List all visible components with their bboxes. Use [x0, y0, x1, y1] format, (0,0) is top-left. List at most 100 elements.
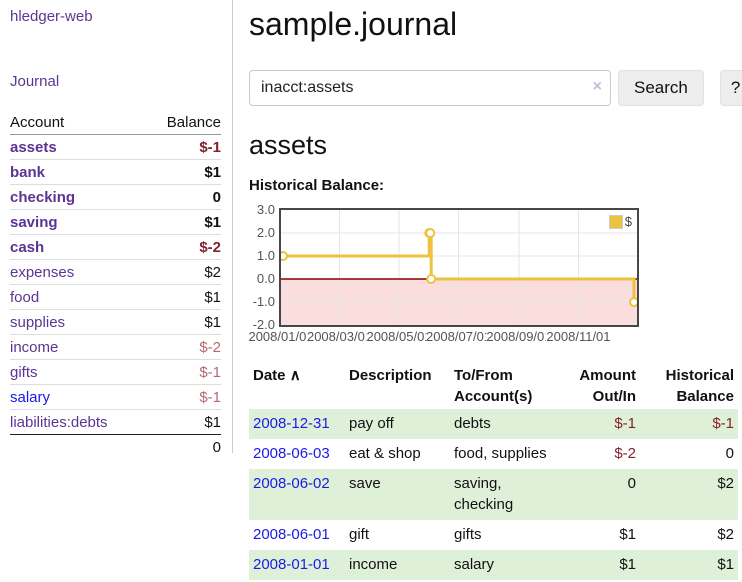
chart-title: Historical Balance: [249, 177, 385, 194]
account-balance: $-2 [145, 334, 221, 360]
data-point-marker [629, 297, 637, 307]
page-title: sample.journal [249, 6, 458, 42]
account-balance: $2 [145, 259, 221, 285]
transaction-description: save [345, 468, 450, 520]
account-row: saving $1 [10, 209, 221, 235]
x-axis-tick-label: 2008/01/01 [248, 329, 314, 344]
transaction-date-link[interactable]: 2008-06-03 [253, 444, 330, 462]
account-link[interactable]: checking [10, 188, 76, 206]
account-link[interactable]: food [10, 288, 40, 306]
account-link[interactable]: income [10, 338, 59, 356]
accounts-header-balance: Balance [145, 110, 221, 135]
transaction-accounts: debts [450, 409, 565, 439]
account-link[interactable]: liabilities:debts [10, 413, 108, 431]
account-balance: $1 [145, 209, 221, 235]
search-box: × [249, 70, 611, 106]
journal-link[interactable]: Journal [10, 73, 60, 90]
transaction-row: 2008-06-01 gift gifts $1 $2 [249, 520, 738, 550]
account-row: supplies $1 [10, 309, 221, 335]
transaction-date-link[interactable]: 2008-06-02 [253, 474, 330, 492]
account-link[interactable]: supplies [10, 313, 66, 331]
y-axis-tick-label: 0.0 [256, 271, 275, 286]
y-axis-tick-label: 2.0 [256, 225, 275, 240]
accounts-total-value: 0 [212, 438, 221, 456]
account-balance: $-1 [145, 384, 221, 410]
account-row: gifts $-1 [10, 359, 221, 385]
transaction-balance: $2 [717, 526, 734, 543]
account-balance: $1 [145, 159, 221, 185]
sort-ascending-icon: ∧ [289, 367, 301, 384]
account-link[interactable]: salary [10, 388, 51, 406]
accounts-table: Account Balance assets $-1 bank $1 checking 0… [10, 110, 221, 459]
y-axis-tick-label: 1.0 [256, 248, 275, 263]
account-link[interactable]: cash [10, 238, 45, 256]
transaction-balance: $-1 [640, 409, 738, 439]
legend-label: $ [624, 214, 632, 229]
transaction-row: 2008-06-03 eat & shop food, supplies $-2 0 [249, 439, 738, 469]
search-bar: × Search ? [249, 70, 742, 106]
account-row: salary $-1 [10, 384, 221, 410]
accounts-header-row: Account Balance [10, 110, 221, 135]
register-table: Date ∧ Description To/From Account(s) Am… [249, 363, 738, 580]
transaction-amount: 0 [565, 468, 640, 520]
account-link[interactable]: expenses [10, 263, 75, 281]
transaction-date-link[interactable]: 2008-12-31 [253, 415, 330, 432]
column-header-description: Description [349, 367, 432, 384]
main-content: sample.journal × Search ? assets Histori… [233, 0, 742, 580]
transaction-row: 2008-12-31 pay off debts $-1 $-1 [249, 409, 738, 439]
accounts-total-spacer [10, 435, 146, 460]
x-axis-tick-label: 2008/03/01 [306, 329, 373, 344]
account-balance: $-1 [145, 134, 221, 160]
account-balance: $-2 [145, 234, 221, 260]
account-row: income $-2 [10, 334, 221, 360]
y-axis-tick-label: -2.0 [252, 317, 275, 332]
account-row: liabilities:debts $1 [10, 409, 221, 435]
data-point-marker [425, 228, 436, 238]
account-balance: $1 [145, 309, 221, 335]
account-link[interactable]: saving [10, 213, 58, 231]
account-balance: $1 [145, 409, 221, 435]
transaction-accounts: gifts [454, 526, 482, 543]
transaction-balance: $2 [640, 468, 738, 520]
x-axis-tick-label: 2008/09/01 [486, 329, 552, 344]
y-axis-tick-label: -1.0 [252, 294, 275, 309]
account-link[interactable]: gifts [10, 363, 38, 381]
help-button[interactable]: ? [719, 70, 742, 106]
transaction-description: pay off [345, 409, 450, 439]
accounts-header-account: Account [10, 110, 146, 135]
transaction-row: 2008-06-02 save saving, checking 0 $2 [249, 468, 738, 520]
chart-plot-area: $ [279, 208, 639, 327]
account-link[interactable]: assets [10, 138, 57, 156]
transaction-amount: $-2 [614, 444, 636, 462]
register-header-row: Date ∧ Description To/From Account(s) Am… [249, 363, 738, 409]
account-row: cash $-2 [10, 234, 221, 260]
journal-nav: Journal [10, 73, 221, 90]
x-axis-tick-label: 2008/05/01 [366, 329, 432, 344]
column-header-amount: Amount Out/In [579, 367, 636, 405]
transaction-row: 2008-01-01 income salary $1 $1 [249, 549, 738, 580]
x-axis-tick-label: 2008/11/01 [546, 329, 611, 344]
transaction-amount: $-1 [565, 409, 640, 439]
transaction-description: eat & shop [349, 444, 421, 462]
search-button[interactable]: Search [618, 70, 704, 106]
account-row: assets $-1 [10, 134, 221, 160]
column-header-date[interactable]: Date ∧ [253, 367, 301, 384]
transaction-date-link[interactable]: 2008-06-01 [253, 526, 330, 543]
clear-search-icon[interactable]: × [592, 78, 602, 95]
app-brand: hledger-web [10, 8, 221, 25]
sidebar: hledger-web Journal Account Balance asse… [0, 0, 233, 456]
account-balance: $1 [145, 284, 221, 310]
search-input[interactable] [249, 70, 611, 106]
chart-canvas [281, 210, 637, 325]
account-link[interactable]: bank [10, 163, 46, 181]
account-row: food $1 [10, 284, 221, 310]
column-header-balance: Historical Balance [665, 367, 734, 405]
column-header-accounts: To/From Account(s) [454, 367, 533, 405]
transaction-date-link[interactable]: 2008-01-01 [253, 555, 330, 573]
account-row: checking 0 [10, 184, 221, 210]
brand-link[interactable]: hledger-web [10, 8, 93, 25]
account-row: expenses $2 [10, 259, 221, 285]
account-row: bank $1 [10, 159, 221, 185]
legend-swatch-icon [608, 214, 623, 229]
